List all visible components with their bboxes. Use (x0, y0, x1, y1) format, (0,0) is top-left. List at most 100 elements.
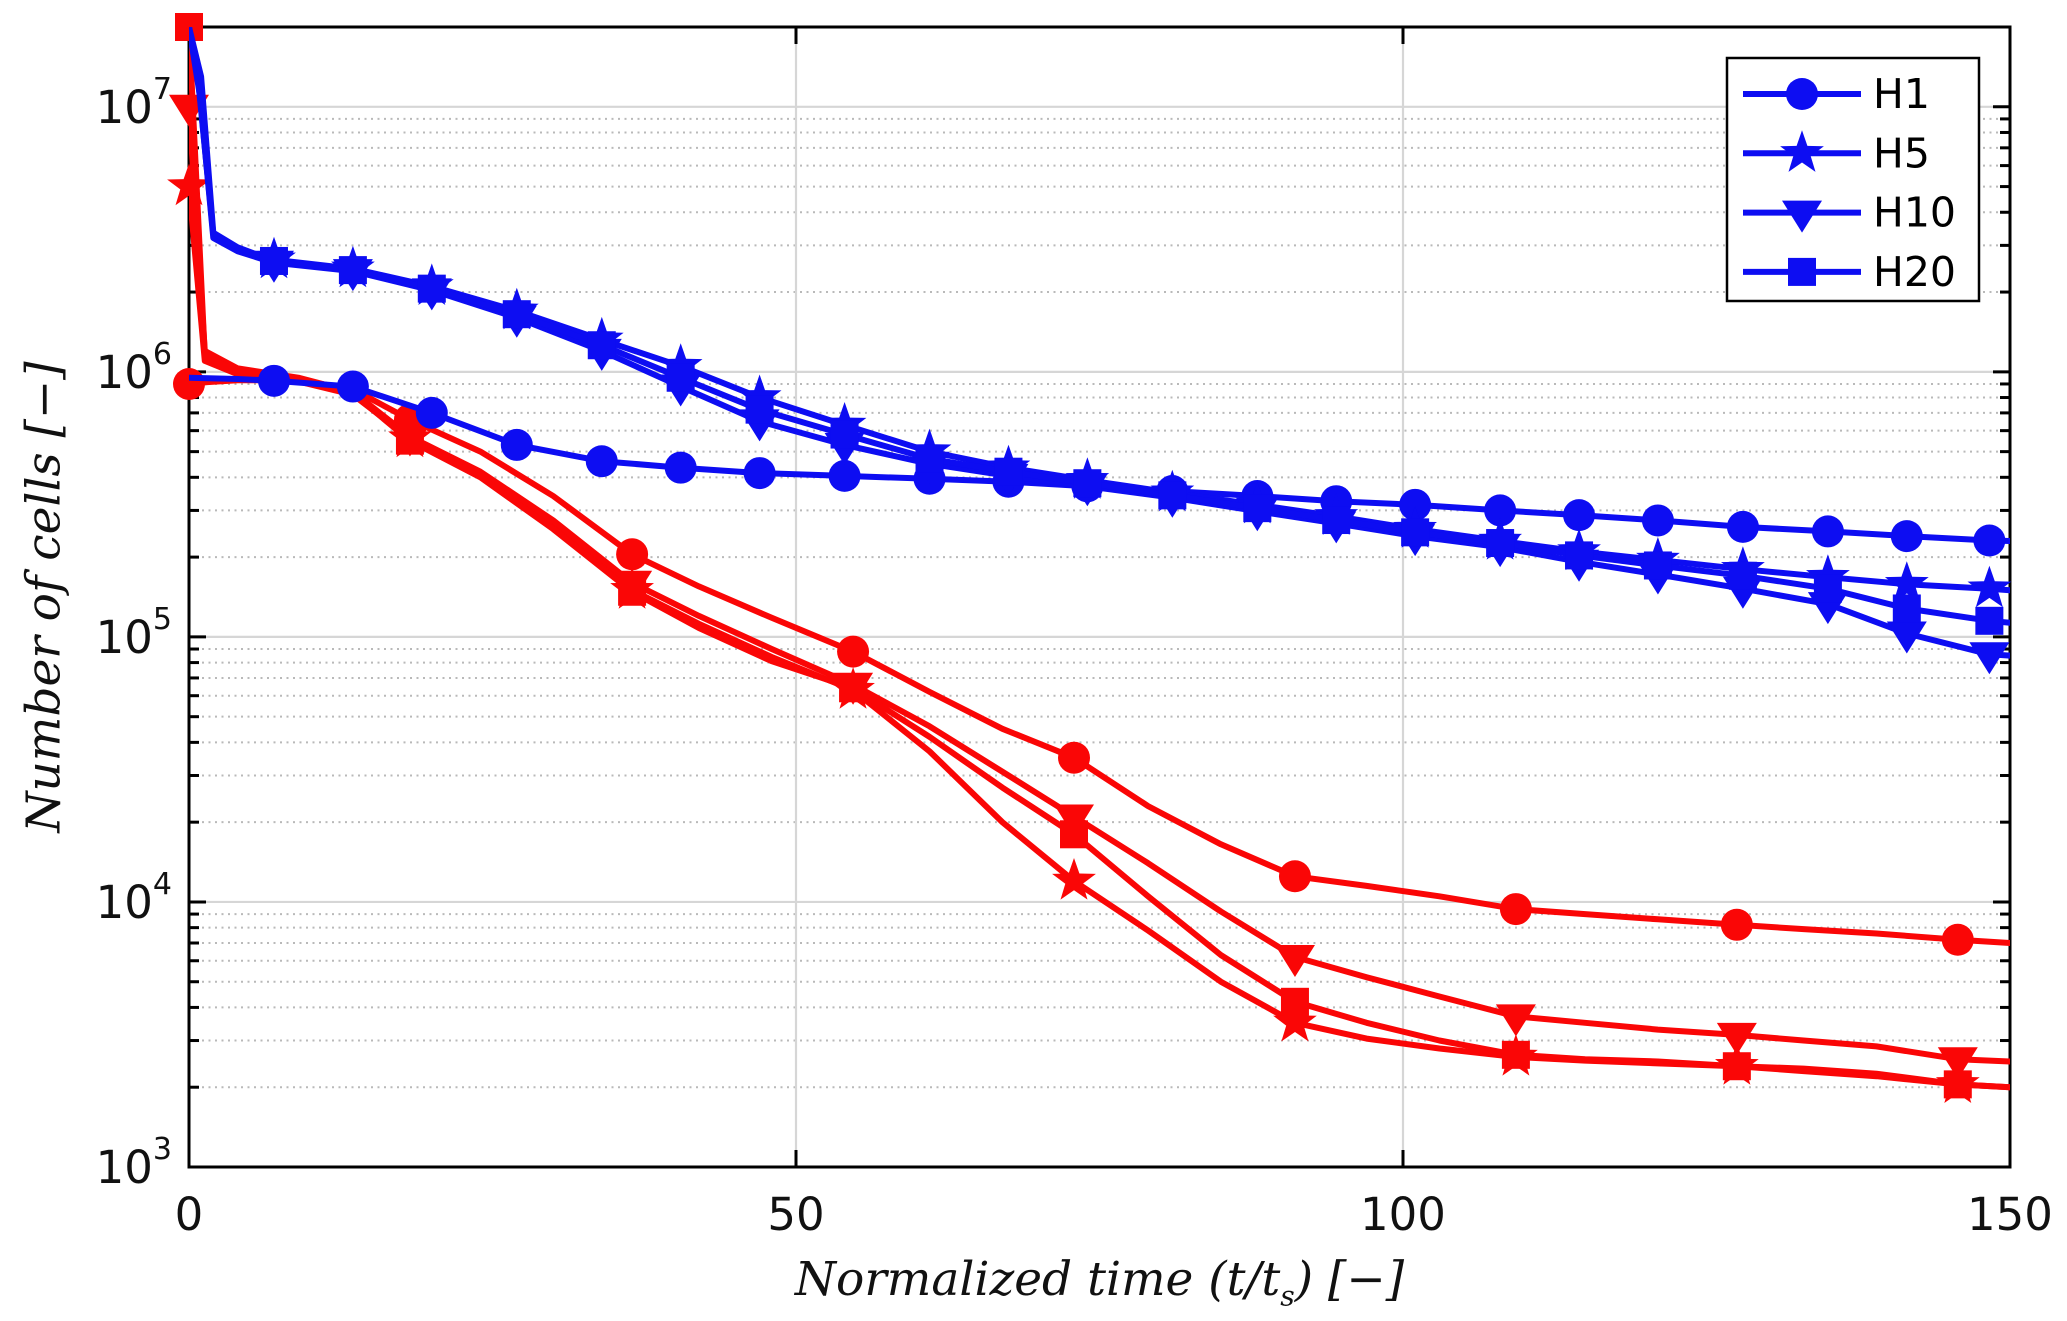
marker-square (618, 577, 647, 606)
marker-square (1892, 594, 1921, 623)
legend-label: H20 (1873, 248, 1956, 296)
series-H20 (189, 27, 2010, 635)
legend-label: H1 (1873, 70, 1930, 118)
marker-square (1813, 574, 1842, 603)
legend-label: H5 (1873, 129, 1930, 177)
marker-circle (585, 445, 618, 478)
marker-square (745, 395, 774, 424)
marker-square (1486, 529, 1515, 558)
marker-square (1565, 541, 1594, 570)
series-H20-red-line (189, 27, 2010, 1091)
marker-circle (1058, 741, 1091, 774)
series-H1-markers (257, 364, 2006, 557)
legend-box (1725, 56, 1981, 303)
marker-circle (1484, 494, 1517, 527)
marker-circle (664, 451, 697, 484)
marker-triangle-down (1937, 1047, 1978, 1080)
marker-circle (1941, 923, 1974, 956)
marker-circle (1786, 78, 1818, 110)
marker-square (994, 457, 1023, 486)
marker-triangle-down (1782, 200, 1822, 233)
marker-triangle-down (1886, 621, 1927, 654)
marker-circle (1399, 488, 1432, 521)
marker-circle (1973, 524, 2006, 557)
marker-circle (1641, 504, 1674, 537)
marker-circle (1811, 515, 1844, 548)
x-tick-label: 50 (767, 1188, 824, 1241)
marker-circle (616, 538, 649, 571)
marker-square (259, 246, 288, 275)
marker-circle (415, 396, 448, 429)
marker-square (839, 674, 868, 703)
y-tick-label: 103 (96, 1132, 172, 1194)
marker-circle (173, 367, 205, 400)
grid-major (189, 27, 2010, 1167)
x-axis-label-suffix: ) [−] (1294, 1252, 1405, 1307)
x-tick-label: 150 (1967, 1188, 2053, 1241)
marker-square (1728, 561, 1757, 590)
marker-circle (828, 459, 861, 492)
x-axis-label-subscript: s (1280, 1279, 1295, 1313)
marker-triangle-down (1495, 1004, 1536, 1037)
legend-item-H20: H20 (1743, 248, 1956, 296)
marker-triangle-down (1969, 642, 2010, 675)
marker-circle (257, 364, 290, 397)
tick-labels: 0 50 100 150 103 104 105 106 107 (96, 72, 2053, 1241)
marker-star (1967, 565, 2012, 608)
marker-star (1052, 858, 1096, 900)
marker-square (1243, 494, 1272, 523)
marker-circle (500, 428, 533, 461)
marker-square (1073, 469, 1102, 498)
marker-triangle-down (1274, 944, 1315, 977)
marker-circle (1563, 499, 1596, 532)
marker-circle (1720, 908, 1753, 941)
series-H5-red (167, 163, 2010, 1103)
y-tick-label: 105 (96, 602, 172, 664)
marker-circle (1499, 893, 1532, 926)
series-H20-markers (259, 246, 2004, 635)
marker-circle (1726, 510, 1759, 543)
x-tick-label: 0 (175, 1188, 204, 1241)
series-H20-red-markers (175, 13, 1972, 1099)
marker-square (1943, 1070, 1972, 1099)
marker-square (1643, 551, 1672, 580)
marker-square (915, 444, 944, 473)
marker-square (1788, 257, 1816, 286)
legend-item-H1: H1 (1743, 70, 1930, 118)
marker-triangle-down (1716, 1022, 1757, 1055)
marker-square (1722, 1052, 1751, 1081)
marker-star (737, 374, 782, 417)
marker-circle (837, 635, 870, 668)
x-axis-label: Normalized time (t/ts) [−] (189, 1252, 2010, 1310)
marker-square (666, 363, 695, 392)
legend-label: H10 (1873, 189, 1956, 237)
marker-square (417, 274, 446, 303)
legend-item-H5: H5 (1743, 129, 1930, 177)
marker-square (587, 331, 616, 360)
marker-square (502, 300, 531, 329)
marker-circle (1278, 860, 1311, 893)
marker-square (395, 426, 424, 455)
y-axis-label: Number of cells [−] (16, 361, 72, 833)
marker-square (1158, 481, 1187, 510)
y-tick-label: 107 (96, 72, 172, 134)
series-H1-red-line (189, 377, 2010, 946)
marker-square (338, 256, 367, 285)
series-H5-red-markers (167, 163, 1980, 1103)
marker-square (830, 420, 859, 449)
marker-square (1401, 518, 1430, 547)
marker-square (1060, 820, 1089, 849)
marker-circle (1890, 520, 1923, 553)
x-tick-label: 100 (1360, 1188, 1446, 1241)
y-tick-label: 106 (96, 337, 172, 399)
marker-star (1884, 561, 1929, 603)
marker-star (1780, 130, 1824, 172)
plot-border (187, 25, 2012, 1169)
marker-circle (743, 457, 776, 490)
marker-square (1322, 506, 1351, 535)
legend-item-H10: H10 (1743, 189, 1956, 237)
x-axis-label-text: Normalized time (t/t (794, 1252, 1281, 1307)
legend: H1 H5 H10 H20 (1725, 56, 1981, 303)
